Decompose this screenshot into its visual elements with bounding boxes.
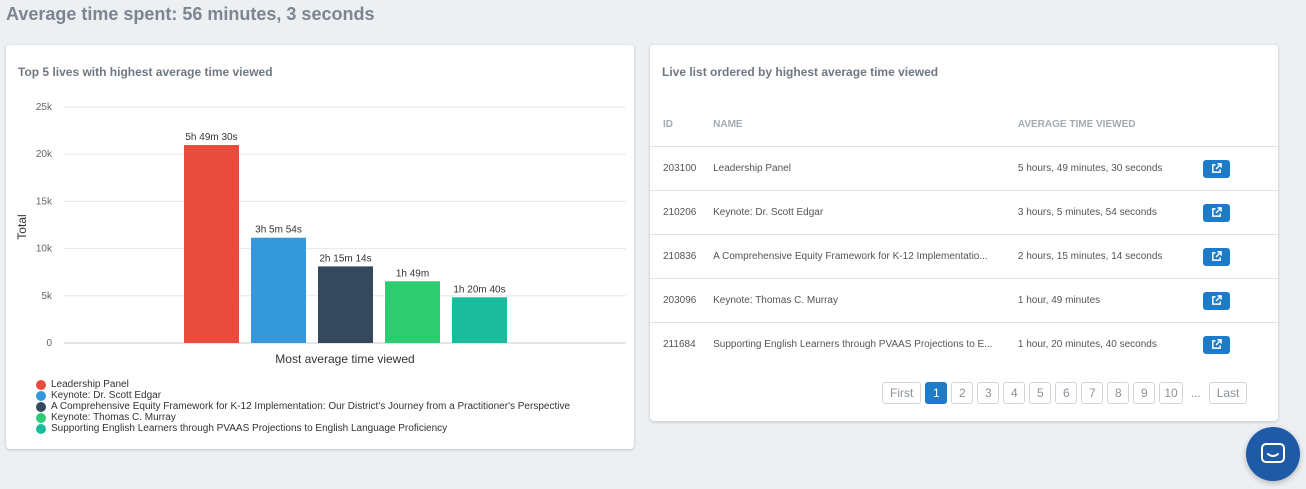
row-time: 2 hours, 15 minutes, 14 seconds [1017,234,1204,279]
open-live-button[interactable] [1203,247,1231,266]
y-tick-label: 20k [36,149,53,160]
pagination-ellipsis: ... [1190,386,1201,400]
external-link-icon [1212,207,1223,217]
bar-data-label: 1h 49m [396,268,429,279]
pagination-page-4[interactable]: 4 [1003,382,1026,404]
external-link-icon [1212,339,1223,349]
pagination-page-8[interactable]: 8 [1107,382,1130,404]
pagination-page-10[interactable]: 10 [1159,382,1183,404]
bar-data-label: 5h 49m 30s [185,132,237,143]
live-list-table: ID NAME AVERAGE TIME VIEWED 203100 Leade… [650,103,1278,366]
bar [251,237,306,343]
bar-data-label: 2h 15m 14s [319,253,371,264]
chart-panel-title: Top 5 lives with highest average time vi… [18,65,273,79]
pagination: First 1 2 3 4 5 6 7 8 9 10 ... Last [882,382,1248,404]
row-name: Supporting English Learners through PVAA… [713,339,993,350]
column-header-id[interactable]: ID [650,103,714,147]
column-header-action [1203,103,1278,147]
legend-item[interactable]: Keynote: Dr. Scott Edgar [36,390,570,401]
open-live-button[interactable] [1203,291,1231,310]
open-live-button[interactable] [1203,203,1231,222]
bar [452,297,507,343]
x-axis-label: Most average time viewed [275,352,414,366]
bar [318,266,373,343]
row-id: 203096 [650,278,714,323]
external-link-icon [1212,251,1223,261]
open-live-button[interactable] [1203,159,1231,178]
table-row: 210836 A Comprehensive Equity Framework … [650,234,1278,279]
chart-panel: Top 5 lives with highest average time vi… [6,45,634,449]
row-time: 5 hours, 49 minutes, 30 seconds [1017,146,1204,191]
legend-label: Keynote: Dr. Scott Edgar [51,390,162,401]
legend-item[interactable]: Leadership Panel [36,379,570,390]
column-header-name[interactable]: NAME [713,103,1018,147]
legend-swatch [36,379,46,390]
legend-item[interactable]: Keynote: Thomas C. Murray [36,412,570,423]
table-row: 211684 Supporting English Learners throu… [650,323,1278,367]
legend-swatch [36,412,46,423]
table-header-row: ID NAME AVERAGE TIME VIEWED [650,103,1278,147]
row-time: 1 hour, 49 minutes [1017,278,1204,323]
external-link-icon [1212,295,1223,305]
row-id: 210206 [650,190,714,235]
row-id: 210836 [650,234,714,279]
legend-swatch [36,423,46,434]
pagination-first-button[interactable]: First [882,382,922,404]
pagination-page-9[interactable]: 9 [1133,382,1156,404]
y-tick-label: 25k [36,102,53,113]
table-row: 210206 Keynote: Dr. Scott Edgar 3 hours,… [650,190,1278,235]
live-list-title: Live list ordered by highest average tim… [662,65,939,79]
page-title: Average time spent: 56 minutes, 3 second… [6,4,375,24]
pagination-page-3[interactable]: 3 [977,382,1000,404]
legend-item[interactable]: Supporting English Learners through PVAA… [36,423,570,434]
row-name: Keynote: Thomas C. Murray [713,278,1018,323]
bar-chart: 0 5k 10k 15k 20k 25k 5h 49m 30s 3h 5m 54s 2h 15m… [15,102,626,366]
table-row: 203096 Keynote: Thomas C. Murray 1 hour,… [650,278,1278,323]
external-link-icon [1212,163,1223,173]
y-tick-label: 15k [36,196,53,207]
row-id: 211684 [663,339,696,350]
y-tick-label: 10k [36,244,53,255]
row-name: Keynote: Dr. Scott Edgar [713,190,1018,235]
y-tick-label: 0 [46,338,52,349]
chat-launcher-button[interactable] [1246,427,1300,481]
chart-legend: Leadership Panel Keynote: Dr. Scott Edgar… [36,379,570,434]
pagination-page-1[interactable]: 1 [925,382,948,404]
legend-label: Keynote: Thomas C. Murray [51,412,176,423]
legend-swatch [36,390,46,401]
row-time: 1 hour, 20 minutes, 40 seconds [1017,339,1157,350]
legend-swatch [36,401,46,412]
live-list-panel: Live list ordered by highest average tim… [650,45,1278,421]
y-tick-label: 5k [41,291,53,302]
pagination-page-2[interactable]: 2 [951,382,974,404]
table-row: 203100 Leadership Panel 5 hours, 49 minu… [650,146,1278,191]
bar-data-label: 1h 20m 40s [453,284,505,295]
pagination-page-5[interactable]: 5 [1029,382,1052,404]
legend-label: A Comprehensive Equity Framework for K-1… [51,401,571,412]
open-live-button[interactable] [1203,335,1231,354]
row-name: Leadership Panel [713,146,1018,191]
row-time: 3 hours, 5 minutes, 54 seconds [1017,190,1204,235]
pagination-page-6[interactable]: 6 [1055,382,1078,404]
chat-bubble-icon [1261,443,1285,463]
bar [184,145,239,343]
row-name: A Comprehensive Equity Framework for K-1… [713,234,1018,279]
legend-label: Supporting English Learners through PVAA… [51,423,448,434]
bar-data-label: 3h 5m 54s [255,225,302,236]
legend-item[interactable]: A Comprehensive Equity Framework for K-1… [36,401,570,412]
legend-label: Leadership Panel [51,379,129,390]
pagination-last-button[interactable]: Last [1208,382,1248,404]
pagination-page-7[interactable]: 7 [1081,382,1104,404]
y-axis-label: Total [15,214,29,239]
column-header-time[interactable]: AVERAGE TIME VIEWED [1017,103,1204,147]
bar [385,281,440,343]
row-id: 203100 [650,146,714,191]
